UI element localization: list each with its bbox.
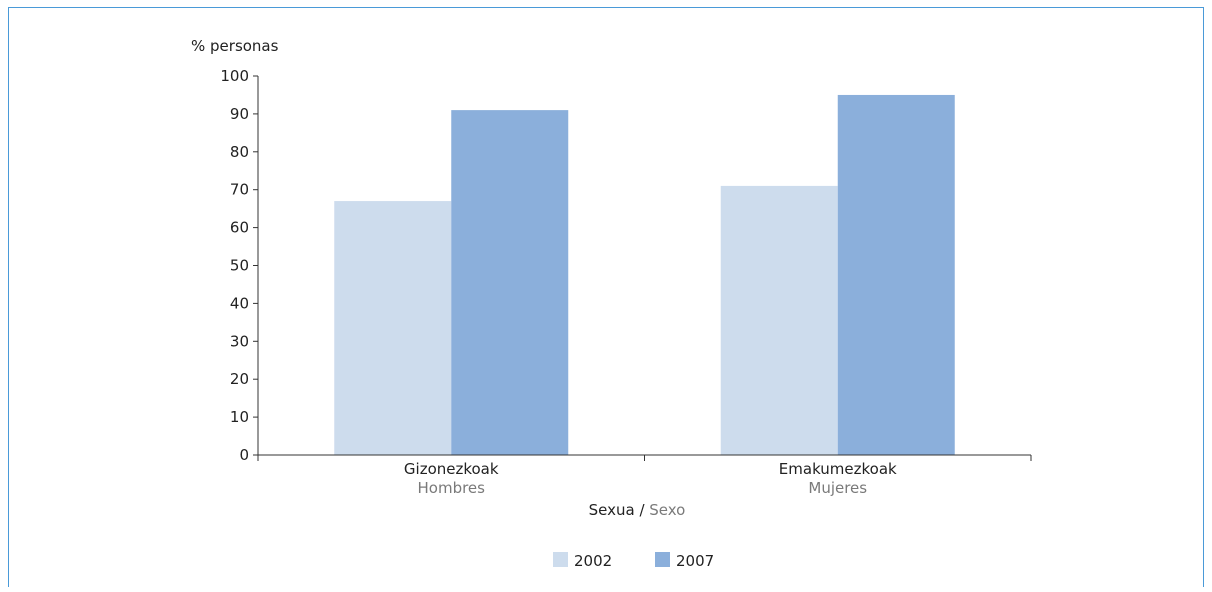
y-tick-label: 70 [230, 181, 249, 199]
y-axis: 0 10 20 30 40 50 60 70 80 90 100 [220, 67, 259, 464]
x-axis-label: Sexua / Sexo [589, 501, 686, 519]
y-tick-label: 50 [230, 257, 249, 275]
y-tick-label: 0 [239, 446, 249, 464]
y-tick-label: 100 [220, 67, 249, 85]
x-tick-label-secondary: Mujeres [808, 479, 867, 497]
bar-2007-1 [451, 110, 569, 456]
y-axis-label: % personas [191, 37, 279, 55]
bar-2002-1 [334, 201, 452, 455]
y-tick-label: 40 [230, 294, 249, 312]
y-tick-label: 10 [230, 408, 249, 426]
y-tick-label: 60 [230, 219, 249, 237]
x-tick-label-primary: Gizonezkoak [404, 460, 499, 478]
bar-2007-2 [837, 94, 955, 455]
bars [334, 94, 955, 456]
legend-swatch-2007 [655, 552, 670, 567]
y-tick-label: 90 [230, 105, 249, 123]
x-tick-label-primary: Emakumezkoak [779, 460, 897, 478]
y-tick-label: 20 [230, 370, 249, 388]
x-axis-label-primary: Sexua [589, 501, 635, 519]
legend-swatch-2002 [553, 552, 568, 567]
bar-2002-2 [720, 185, 838, 455]
legend-label-2007: 2007 [676, 552, 714, 570]
legend-label-2002: 2002 [574, 552, 612, 570]
y-tick-label: 30 [230, 332, 249, 350]
y-tick-label: 80 [230, 143, 249, 161]
legend: 2002 2007 [553, 552, 714, 570]
x-tick-label-secondary: Hombres [418, 479, 486, 497]
x-axis-label-separator: / [635, 501, 650, 519]
x-axis-label-secondary: Sexo [649, 501, 685, 519]
chart-frame [8, 7, 1204, 587]
